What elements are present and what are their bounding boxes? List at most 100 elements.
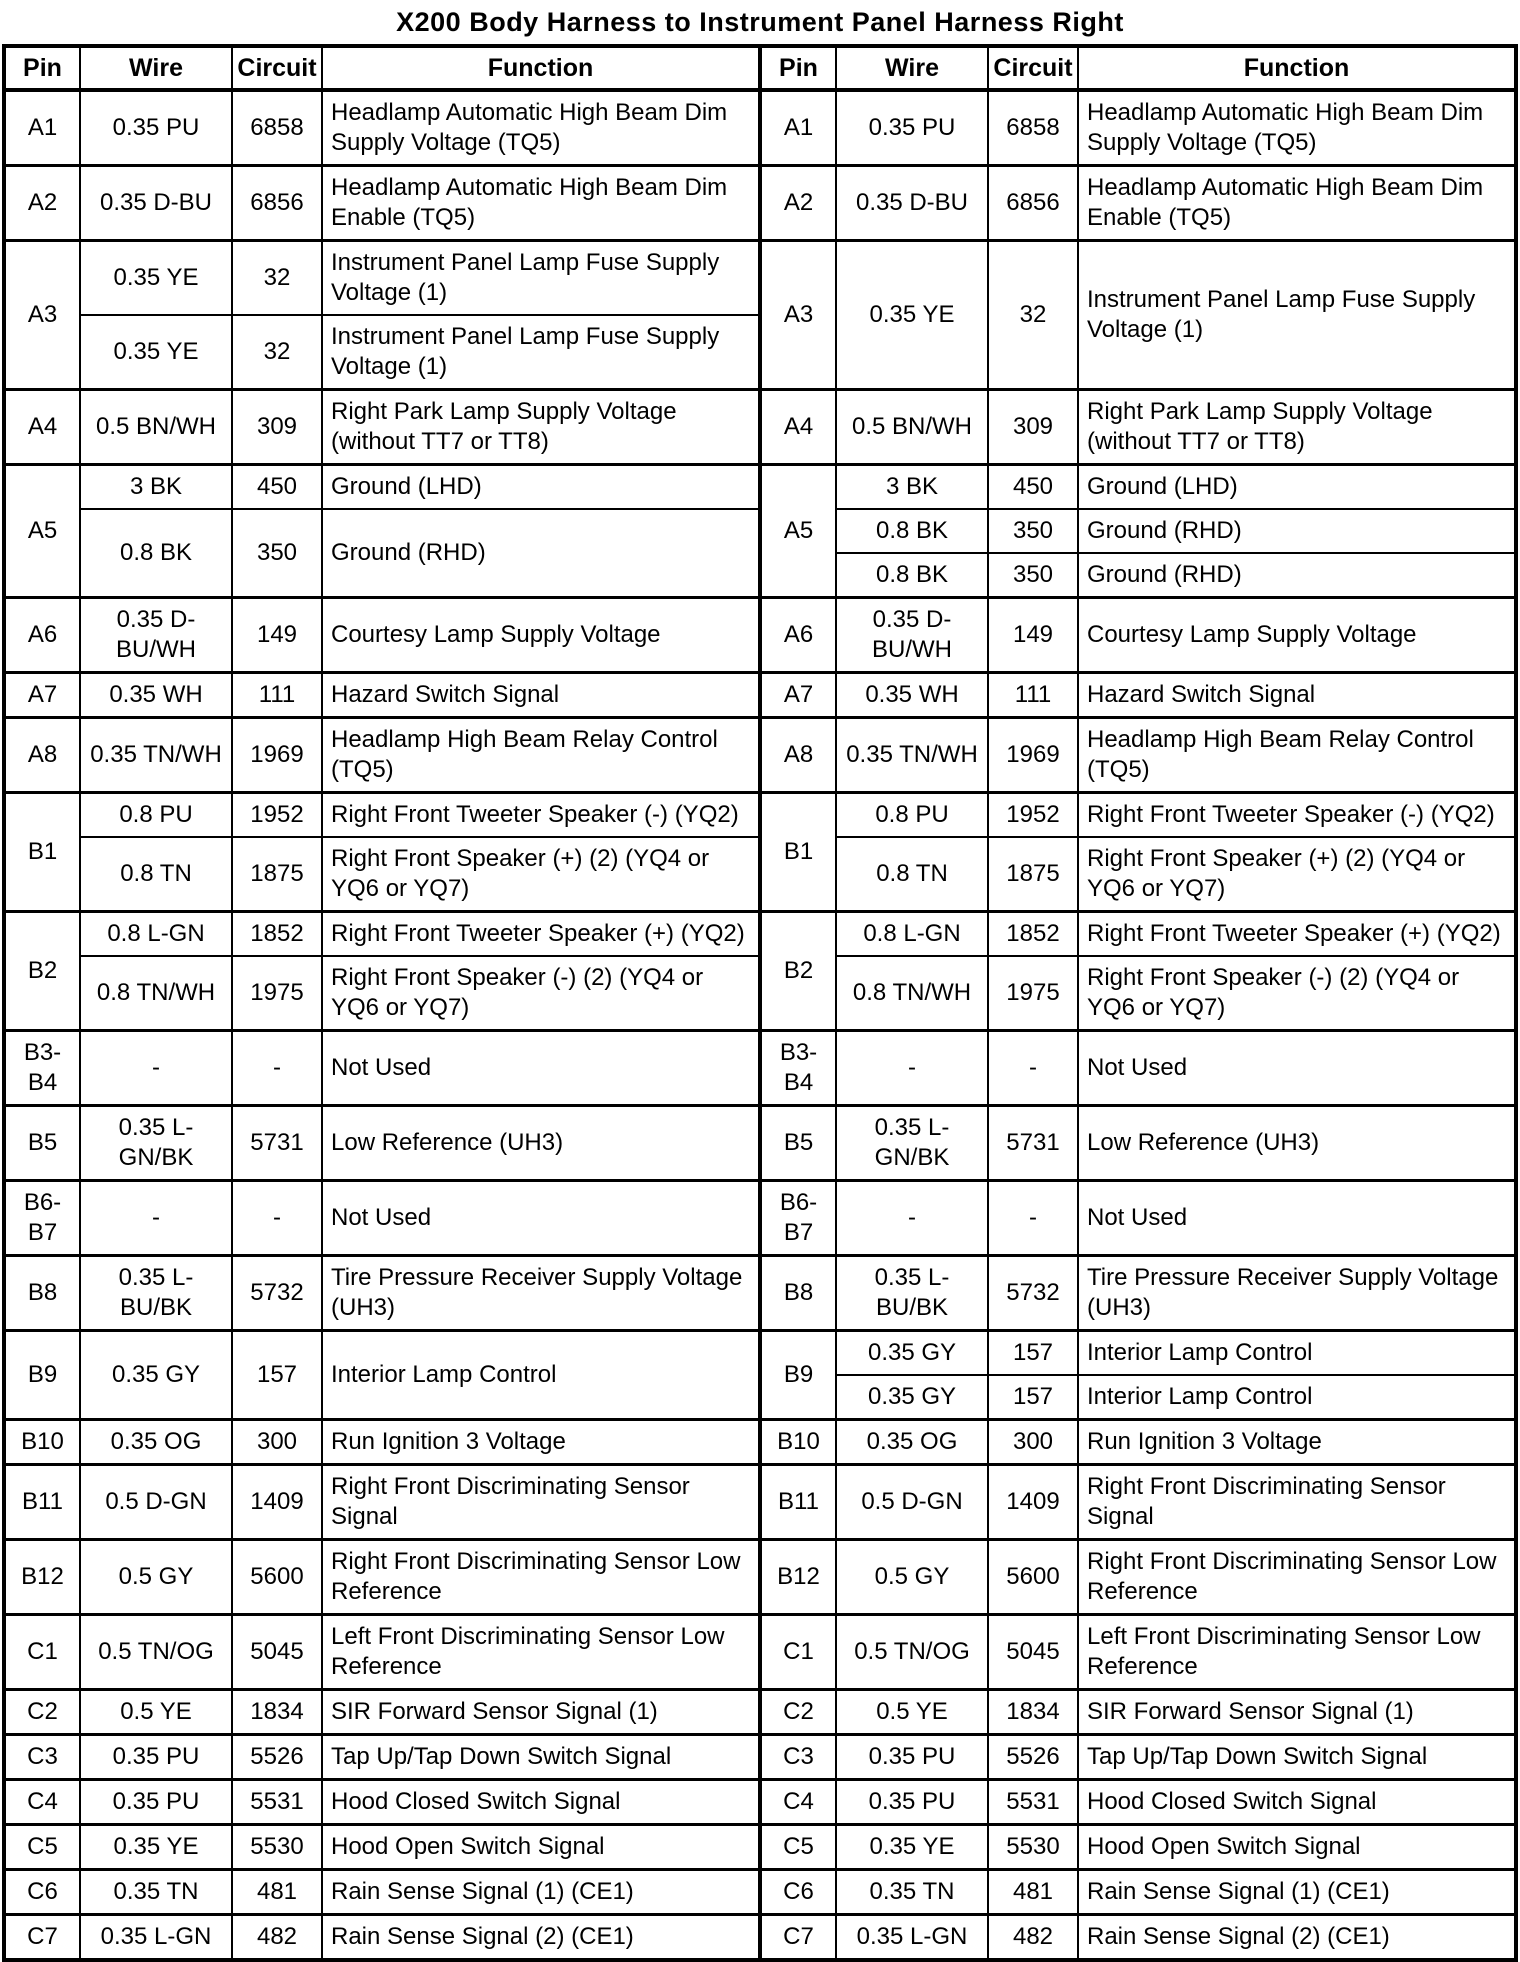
table-row: 0.8 TN/WH 1975 Right Front Speaker (-) (2)… bbox=[4, 955, 1517, 1032]
right-pin-cell: C3 bbox=[758, 1733, 837, 1781]
table-row: A6 0.35 D-BU/WH 149 Courtesy Lamp Supply Vo… bbox=[3, 596, 1517, 674]
right-circuit-cell: 1834 bbox=[987, 1688, 1079, 1736]
right-function-cell: Interior Lamp Control bbox=[1077, 1374, 1517, 1421]
left-function-cell: Headlamp High Beam Relay Control (TQ5) bbox=[321, 716, 761, 794]
right-circuit-cell: 5732 bbox=[987, 1254, 1079, 1332]
right-function-cell: Headlamp Automatic High Beam Dim Supply … bbox=[1077, 88, 1517, 167]
left-pin-cell: C4 bbox=[3, 1778, 81, 1826]
left-pin-cell: C6 bbox=[3, 1868, 81, 1916]
right-function-header: Function bbox=[1077, 45, 1517, 92]
right-function-cell: Tire Pressure Receiver Supply Voltage (U… bbox=[1077, 1254, 1517, 1332]
left-function-cell: Hazard Switch Signal bbox=[321, 671, 761, 719]
left-function-cell: Instrument Panel Lamp Fuse Supply Voltag… bbox=[321, 314, 761, 391]
right-wire-cell: 0.8 TN/WH bbox=[835, 955, 989, 1032]
right-function-cell: Ground (LHD) bbox=[1077, 463, 1517, 510]
right-wire-cell: 0.35 YE bbox=[835, 1823, 989, 1871]
left-circuit-cell: 5531 bbox=[231, 1778, 323, 1826]
right-wire-cell: 0.8 TN bbox=[835, 836, 989, 913]
left-wire-cell: 0.35 PU bbox=[79, 88, 233, 167]
left-pin-cell: A2 bbox=[3, 164, 81, 242]
right-pin-cell: A4 bbox=[758, 388, 837, 466]
left-circuit-cell: 300 bbox=[231, 1418, 323, 1466]
right-function-cell: Left Front Discriminating Sensor Low Ref… bbox=[1077, 1613, 1517, 1691]
right-pin-cell: A3 bbox=[758, 239, 837, 391]
left-pin-header: Pin bbox=[3, 45, 81, 92]
right-function-cell: Ground (RHD) bbox=[1077, 552, 1517, 599]
right-wire-cell: 0.35 YE bbox=[835, 239, 989, 391]
right-circuit-cell: 32 bbox=[987, 239, 1079, 391]
left-pin-cell: B10 bbox=[3, 1418, 81, 1466]
right-wire-cell: 0.35 PU bbox=[835, 1778, 989, 1826]
left-function-cell: Hood Closed Switch Signal bbox=[321, 1778, 761, 1826]
left-wire-cell: 0.35 L-GN/BK bbox=[79, 1104, 233, 1182]
right-wire-cell: 0.35 L-GN bbox=[835, 1913, 989, 1961]
right-circuit-cell: 5731 bbox=[987, 1104, 1079, 1182]
right-wire-cell: 0.35 L-BU/BK bbox=[835, 1254, 989, 1332]
right-circuit-header: Circuit bbox=[987, 45, 1079, 92]
left-function-cell: Not Used bbox=[321, 1029, 761, 1107]
left-circuit-cell: 1969 bbox=[231, 716, 323, 794]
right-pin-cell: A7 bbox=[758, 671, 837, 719]
right-pin-cell: C4 bbox=[758, 1778, 837, 1826]
left-pin-cell: A6 bbox=[3, 596, 81, 674]
left-function-cell: Courtesy Lamp Supply Voltage bbox=[321, 596, 761, 674]
pinout-table-body: A1 0.35 PU 6858 Headlamp Automatic High Bea… bbox=[3, 88, 1517, 1961]
table-row: B3-B4- - Not Used B3-B4- - Not Used bbox=[3, 1029, 1517, 1107]
left-function-cell: Tire Pressure Receiver Supply Voltage (U… bbox=[321, 1254, 761, 1332]
right-circuit-cell: 450 bbox=[987, 463, 1079, 510]
left-function-cell: Headlamp Automatic High Beam Dim Supply … bbox=[321, 88, 761, 167]
right-function-cell: Not Used bbox=[1077, 1029, 1517, 1107]
left-function-cell: Not Used bbox=[321, 1179, 761, 1257]
right-circuit-cell: 5045 bbox=[987, 1613, 1079, 1691]
left-circuit-cell: 450 bbox=[231, 463, 323, 510]
left-circuit-cell: 5732 bbox=[231, 1254, 323, 1332]
left-wire-cell: 0.8 BK bbox=[79, 508, 233, 599]
table-row: 0.8 BK 350 Ground (RHD) bbox=[4, 552, 1517, 599]
right-function-cell: Right Front Speaker (+) (2) (YQ4 or YQ6 … bbox=[1077, 836, 1517, 913]
table-row: C7 0.35 L-GN 482 Rain Sense Signal (2) (CE1… bbox=[3, 1913, 1517, 1961]
left-wire-cell: 0.35 GY bbox=[79, 1329, 233, 1421]
left-pin-cell: A7 bbox=[3, 671, 81, 719]
left-function-cell: Right Front Discriminating Sensor Signal bbox=[321, 1463, 761, 1541]
left-wire-cell: 0.35 TN bbox=[79, 1868, 233, 1916]
right-circuit-cell: 157 bbox=[987, 1374, 1079, 1421]
left-pin-cell: B8 bbox=[3, 1254, 81, 1332]
right-wire-cell: 0.35 L-GN/BK bbox=[835, 1104, 989, 1182]
right-pin-cell: B5 bbox=[758, 1104, 837, 1182]
left-function-cell: Right Park Lamp Supply Voltage (without … bbox=[321, 388, 761, 466]
right-pin-cell: A6 bbox=[758, 596, 837, 674]
right-wire-cell: 0.5 BN/WH bbox=[835, 388, 989, 466]
right-wire-cell: 0.5 TN/OG bbox=[835, 1613, 989, 1691]
right-circuit-cell: 481 bbox=[987, 1868, 1079, 1916]
right-wire-cell: 0.8 PU bbox=[835, 791, 989, 838]
left-function-cell: Right Front Tweeter Speaker (-) (YQ2) bbox=[321, 791, 761, 838]
left-circuit-cell: 1852 bbox=[231, 910, 323, 957]
right-wire-cell: 0.5 YE bbox=[835, 1688, 989, 1736]
right-function-cell: Right Front Discriminating Sensor Signal bbox=[1077, 1463, 1517, 1541]
right-circuit-cell: 350 bbox=[987, 552, 1079, 599]
right-function-cell: Low Reference (UH3) bbox=[1077, 1104, 1517, 1182]
left-circuit-cell: 1409 bbox=[231, 1463, 323, 1541]
right-function-cell: SIR Forward Sensor Signal (1) bbox=[1077, 1688, 1517, 1736]
left-pin-cell: B3-B4 bbox=[3, 1029, 81, 1107]
left-function-cell: Right Front Discriminating Sensor Low Re… bbox=[321, 1538, 761, 1616]
table-row: C3 0.35 PU 5526 Tap Up/Tap Down Switch Sign… bbox=[3, 1733, 1517, 1781]
left-circuit-cell: 1875 bbox=[231, 836, 323, 913]
left-function-cell: Hood Open Switch Signal bbox=[321, 1823, 761, 1871]
right-circuit-cell: 5530 bbox=[987, 1823, 1079, 1871]
left-circuit-cell: 149 bbox=[231, 596, 323, 674]
table-row: C5 0.35 YE 5530 Hood Open Switch Signal C5 0.… bbox=[3, 1823, 1517, 1871]
left-pin-cell: B6-B7 bbox=[3, 1179, 81, 1257]
pinout-table: Pin Wire Circuit Function Pin Wire Circuit Func… bbox=[2, 44, 1518, 1962]
table-row: B9 0.35 GY 157 Interior Lamp Control B9 0.35 … bbox=[3, 1329, 1517, 1421]
left-circuit-cell: 1834 bbox=[231, 1688, 323, 1736]
left-wire-cell: 0.35 PU bbox=[79, 1733, 233, 1781]
left-function-header: Function bbox=[321, 45, 761, 92]
right-pin-cell: C5 bbox=[758, 1823, 837, 1871]
table-row: 0.35 GY 157 Interior Lamp Control bbox=[4, 1374, 1517, 1421]
left-pin-cell: C3 bbox=[3, 1733, 81, 1781]
left-circuit-cell: 6856 bbox=[231, 164, 323, 242]
right-pin-cell: C6 bbox=[758, 1868, 837, 1916]
left-wire-cell: 0.35 YE bbox=[79, 314, 233, 391]
